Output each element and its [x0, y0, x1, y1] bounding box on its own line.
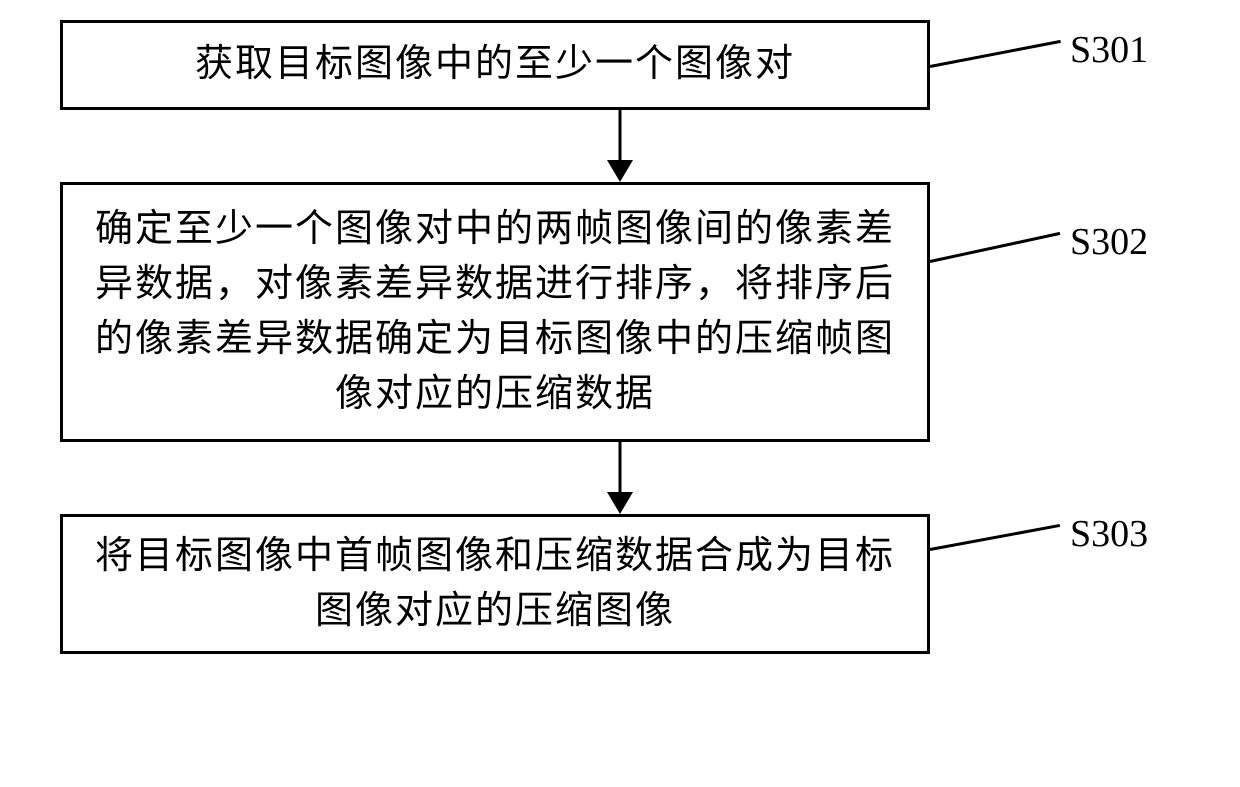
- step-text-s302: 确定至少一个图像对中的两帧图像间的像素差异数据，对像素差异数据进行排序，将排序后…: [91, 202, 899, 422]
- step-box-s301: 获取目标图像中的至少一个图像对: [60, 20, 930, 110]
- step-text-s303: 将目标图像中首帧图像和压缩数据合成为目标图像对应的压缩图像: [91, 529, 899, 639]
- arrow-head-1: [607, 160, 633, 182]
- step-text-s301: 获取目标图像中的至少一个图像对: [195, 37, 795, 92]
- step-row-s301: 获取目标图像中的至少一个图像对 S301: [60, 20, 1180, 110]
- step-row-s302: 确定至少一个图像对中的两帧图像间的像素差异数据，对像素差异数据进行排序，将排序后…: [60, 182, 1180, 442]
- arrow-s302-s303: [185, 442, 1055, 514]
- callout-line-s303: [930, 524, 1060, 551]
- step-label-s301: S301: [1070, 28, 1148, 72]
- flowchart-container: 获取目标图像中的至少一个图像对 S301 确定至少一个图像对中的两帧图像间的像素…: [60, 20, 1180, 654]
- callout-line-s302: [930, 232, 1061, 263]
- callout-line-s301: [930, 40, 1061, 68]
- arrow-head-2: [607, 492, 633, 514]
- arrow-s301-s302: [185, 110, 1055, 182]
- step-label-s303: S303: [1070, 512, 1148, 556]
- arrow-shaft-1: [619, 110, 622, 162]
- step-row-s303: 将目标图像中首帧图像和压缩数据合成为目标图像对应的压缩图像 S303: [60, 514, 1180, 654]
- step-box-s302: 确定至少一个图像对中的两帧图像间的像素差异数据，对像素差异数据进行排序，将排序后…: [60, 182, 930, 442]
- step-box-s303: 将目标图像中首帧图像和压缩数据合成为目标图像对应的压缩图像: [60, 514, 930, 654]
- step-label-s302: S302: [1070, 220, 1148, 264]
- arrow-shaft-2: [619, 442, 622, 494]
